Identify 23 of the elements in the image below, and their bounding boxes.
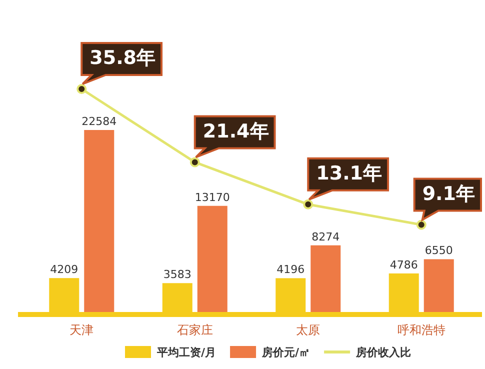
data-label: 22584 xyxy=(82,115,117,128)
x-tick-label: 石家庄 xyxy=(176,323,213,337)
x-tick-label: 呼和浩特 xyxy=(397,323,446,337)
data-label: 8274 xyxy=(312,230,340,244)
legend-label: 房价收入比 xyxy=(355,346,412,359)
legend-label: 平均工资/月 xyxy=(156,346,216,359)
data-label: 6550 xyxy=(424,244,453,258)
legend-label: 房价元/㎡ xyxy=(261,346,310,359)
bar xyxy=(424,259,454,312)
data-label: 3583 xyxy=(163,268,192,282)
bar xyxy=(84,130,114,312)
data-label: 4209 xyxy=(50,263,78,276)
data-label: 21.4年 xyxy=(202,120,269,142)
x-tick-label: 太原 xyxy=(296,323,320,337)
data-label: 9.1年 xyxy=(422,182,475,205)
data-label: 13.1年 xyxy=(316,162,382,185)
bar xyxy=(197,206,228,312)
data-label: 35.8年 xyxy=(90,47,156,70)
data-label: 4196 xyxy=(276,263,305,276)
data-label: 4786 xyxy=(390,258,418,272)
bar xyxy=(310,245,341,312)
x-tick-label: 天津 xyxy=(70,323,94,337)
data-label: 13170 xyxy=(194,190,230,204)
